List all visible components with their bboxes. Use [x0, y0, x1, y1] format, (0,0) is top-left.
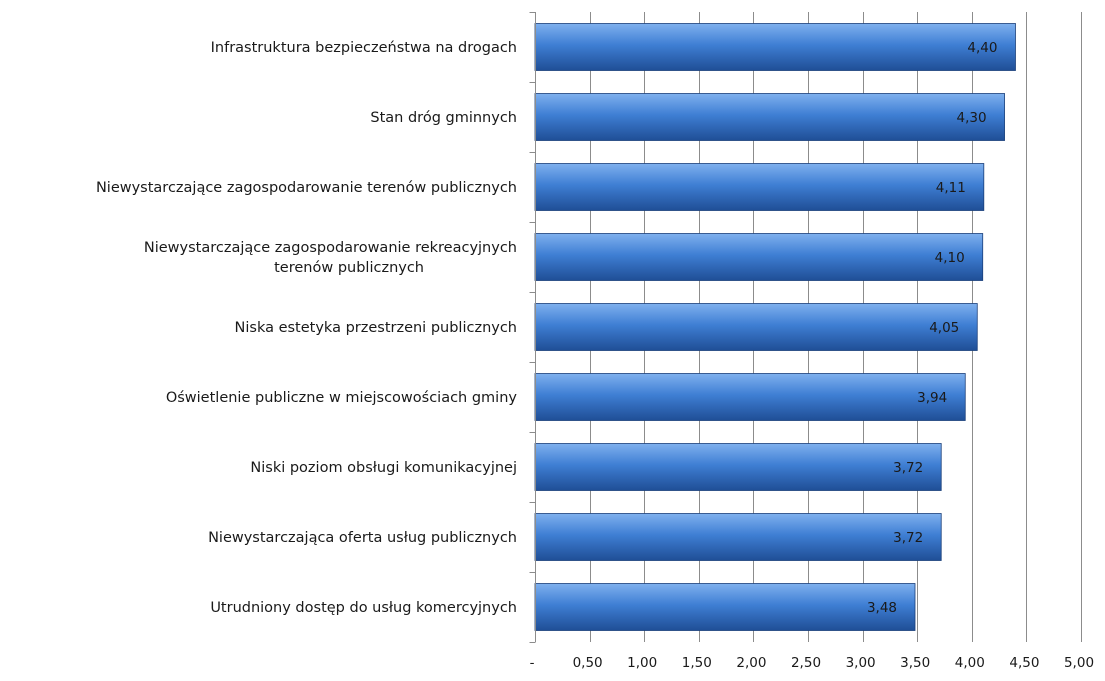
- x-tick-label: 1,00: [627, 655, 657, 671]
- bar: [534, 233, 984, 281]
- bar: [534, 513, 942, 561]
- data-labels: 4,40 4,30 4,11 4,10 4,05 3,94 3,72 3,72 3,48: [867, 40, 998, 616]
- bar: [534, 583, 916, 631]
- category-label: Utrudniony dostęp do usług komercyjnych: [210, 600, 517, 616]
- x-tick-label: 2,00: [736, 655, 766, 671]
- category-label: Infrastruktura bezpieczeństwa na drogach: [211, 40, 517, 56]
- data-label: 3,48: [867, 600, 897, 616]
- bar: [534, 373, 966, 421]
- category-label: Niska estetyka przestrzeni publicznych: [235, 320, 517, 336]
- axes: [529, 12, 536, 643]
- bar: [534, 443, 942, 491]
- x-tick-label: 4,00: [955, 655, 985, 671]
- data-label: 4,10: [935, 250, 965, 266]
- bar: [534, 93, 1005, 141]
- x-tick-label: 5,00: [1064, 655, 1094, 671]
- data-label: 4,40: [967, 40, 997, 56]
- category-label: Niewystarczające zagospodarowanie terenó…: [96, 180, 517, 196]
- data-label: 3,94: [917, 390, 947, 406]
- x-tick-labels: - 0,50 1,00 1,50 2,00 2,50 3,00 3,50 4,00 4,50 5,0…: [530, 655, 1094, 671]
- category-label: Oświetlenie publiczne w miejscowościach …: [166, 390, 518, 406]
- data-label: 3,72: [893, 530, 923, 546]
- data-label: 4,30: [956, 110, 986, 126]
- bar: [534, 303, 978, 351]
- data-label: 4,11: [936, 180, 966, 196]
- x-tick-label: 4,50: [1009, 655, 1039, 671]
- x-tick-label: 2,50: [791, 655, 821, 671]
- x-tick-label: -: [530, 655, 535, 671]
- x-tick-label: 3,50: [900, 655, 930, 671]
- category-label: Stan dróg gminnych: [370, 110, 517, 126]
- category-label: Niewystarczająca oferta usług publicznyc…: [208, 530, 517, 546]
- data-label: 3,72: [893, 460, 923, 476]
- x-tick-label: 3,00: [846, 655, 876, 671]
- data-label: 4,05: [929, 320, 959, 336]
- x-tick-label: 0,50: [573, 655, 603, 671]
- x-tick-label: 1,50: [682, 655, 712, 671]
- bar: [534, 23, 1016, 71]
- bar: [534, 163, 985, 211]
- category-labels: Infrastruktura bezpieczeństwa na drogach…: [96, 40, 517, 616]
- bars: [534, 23, 1016, 631]
- category-label: Niewystarczające zagospodarowanie rekrea…: [144, 240, 517, 276]
- category-label: Niski poziom obsługi komunikacyjnej: [250, 460, 517, 476]
